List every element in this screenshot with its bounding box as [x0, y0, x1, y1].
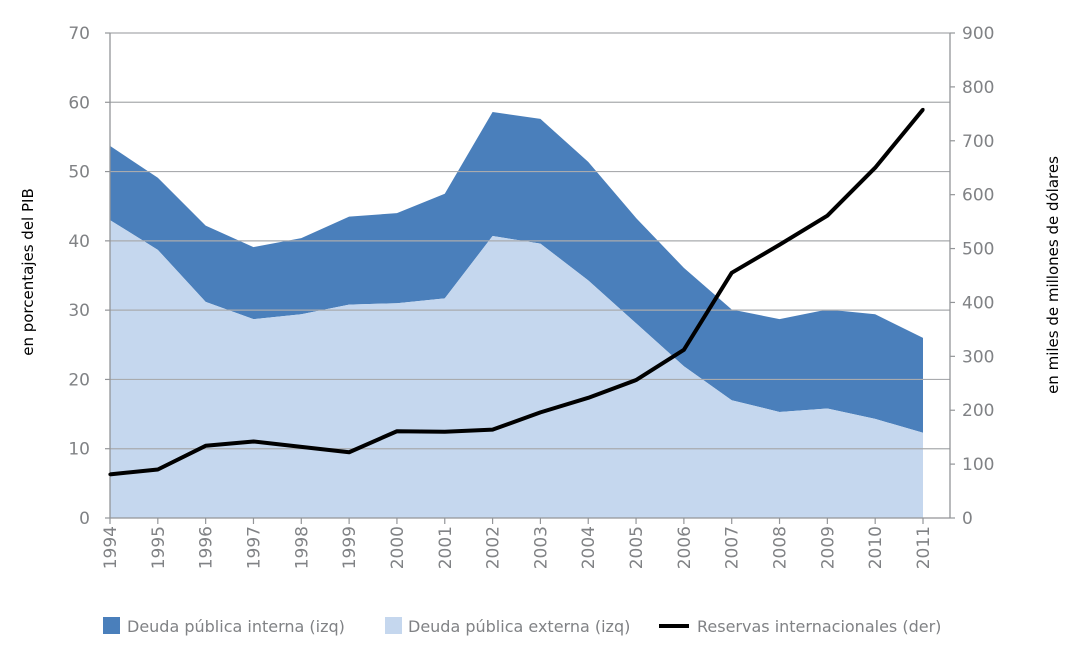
x-tick-label: 2004 — [579, 526, 599, 569]
x-tick-label: 2011 — [914, 526, 934, 569]
point-reservas — [395, 429, 399, 433]
left-tick-label: 0 — [79, 509, 90, 529]
x-tick-label: 2007 — [723, 526, 743, 569]
right-tick-label: 400 — [962, 293, 994, 313]
point-reservas — [443, 430, 447, 434]
point-reservas — [730, 271, 734, 275]
right-tick-label: 600 — [962, 186, 994, 206]
left-tick-label: 30 — [68, 301, 90, 321]
x-tick-label: 2002 — [484, 526, 504, 569]
x-tick-label: 1997 — [244, 526, 264, 569]
x-tick-label: 2008 — [771, 526, 791, 569]
area-deuda-interna — [110, 111, 923, 433]
x-tick-label: 1996 — [197, 526, 217, 569]
point-reservas — [204, 444, 208, 448]
right-tick-label: 300 — [962, 347, 994, 367]
right-tick-label: 900 — [962, 24, 994, 44]
x-tick-label: 1994 — [101, 526, 121, 569]
left-tick-label: 10 — [68, 440, 90, 460]
point-reservas — [538, 410, 543, 414]
point-reservas — [299, 445, 303, 449]
right-tick-label: 800 — [962, 78, 994, 98]
x-tick-label: 1999 — [340, 526, 360, 569]
x-tick-label: 1998 — [292, 526, 312, 569]
x-tick-label: 2000 — [388, 526, 408, 569]
point-reservas — [873, 166, 877, 170]
legend-swatch-interna — [103, 617, 120, 634]
right-tick-label: 0 — [962, 509, 973, 529]
legend-label-reservas: Reservas internacionales (der) — [697, 617, 941, 636]
left-tick-label: 40 — [68, 232, 90, 252]
x-tick-label: 2009 — [818, 526, 838, 569]
point-reservas — [251, 439, 256, 444]
point-reservas — [108, 472, 112, 476]
point-reservas — [682, 348, 686, 352]
line-reservas-internacionales — [109, 108, 925, 477]
right-tick-label: 500 — [962, 240, 994, 260]
point-reservas — [586, 396, 590, 400]
right-tick-label: 100 — [962, 455, 994, 475]
right-axis-title: en miles de millones de dólares — [1044, 156, 1062, 394]
left-axis-title: en porcentajes del PIB — [19, 188, 37, 356]
x-tick-label: 1995 — [149, 526, 169, 569]
x-tick-label: 2003 — [531, 526, 551, 569]
point-reservas — [490, 428, 495, 432]
x-tick-label: 2010 — [866, 526, 886, 569]
left-tick-label: 60 — [68, 93, 90, 113]
point-reservas — [777, 243, 782, 247]
left-tick-label: 70 — [68, 24, 90, 44]
left-tick-label: 20 — [68, 370, 90, 390]
point-reservas — [825, 214, 829, 218]
point-reservas — [156, 467, 160, 472]
legend-label-externa: Deuda pública externa (izq) — [408, 617, 630, 636]
x-tick-label: 2005 — [627, 526, 647, 569]
point-reservas — [634, 378, 638, 382]
right-tick-label: 700 — [962, 132, 994, 152]
legend-swatch-externa — [385, 617, 402, 634]
legend-label-interna: Deuda pública interna (izq) — [127, 617, 345, 636]
left-tick-label: 50 — [68, 163, 90, 183]
right-tick-label: 200 — [962, 401, 994, 421]
area-deuda-externa — [110, 220, 923, 519]
point-reservas — [347, 450, 351, 454]
point-reservas — [921, 107, 925, 112]
x-tick-label: 2001 — [436, 526, 456, 569]
x-tick-label: 2006 — [675, 526, 695, 569]
